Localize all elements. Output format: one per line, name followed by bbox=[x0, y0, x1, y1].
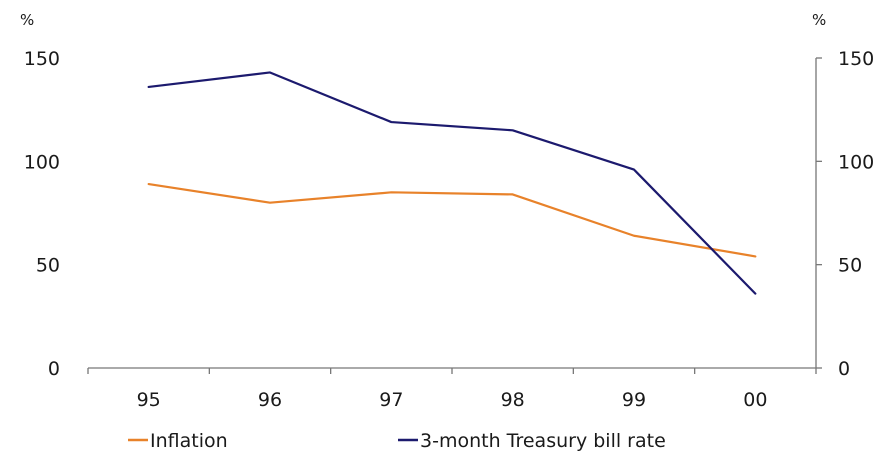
series-lines bbox=[147, 71, 757, 295]
left-y-tick-label: 100 bbox=[24, 151, 60, 173]
legend-label-inflation: Inflation bbox=[150, 430, 228, 452]
left-y-tick-label: 50 bbox=[36, 255, 60, 277]
right-y-tick-label: 0 bbox=[838, 358, 850, 380]
left-y-axis-ticks: 0 50 100 150 bbox=[24, 48, 60, 380]
right-y-tick-label: 50 bbox=[838, 255, 862, 277]
right-y-tick-label: 100 bbox=[838, 151, 874, 173]
series-line-treasury-bill-rate bbox=[147, 71, 757, 295]
x-tick-label: 95 bbox=[137, 389, 161, 411]
right-y-tick-label: 150 bbox=[838, 48, 874, 70]
left-y-tick-label: 0 bbox=[48, 358, 60, 380]
axes bbox=[88, 58, 817, 369]
x-tick-label: 99 bbox=[622, 389, 646, 411]
right-y-axis-unit: % bbox=[812, 11, 826, 29]
x-axis-ticks: 95 96 97 98 99 00 bbox=[87, 368, 817, 411]
left-y-axis-unit: % bbox=[20, 11, 34, 29]
right-y-axis-ticks: 0 50 100 150 bbox=[816, 48, 874, 380]
x-tick-label: 96 bbox=[258, 389, 282, 411]
legend: Inflation 3-month Treasury bill rate bbox=[128, 430, 666, 452]
legend-label-treasury: 3-month Treasury bill rate bbox=[420, 430, 666, 452]
x-tick-label: 00 bbox=[743, 389, 767, 411]
x-tick-label: 98 bbox=[501, 389, 525, 411]
x-tick-label: 97 bbox=[379, 389, 403, 411]
left-y-tick-label: 150 bbox=[24, 48, 60, 70]
series-line-inflation bbox=[147, 182, 757, 258]
